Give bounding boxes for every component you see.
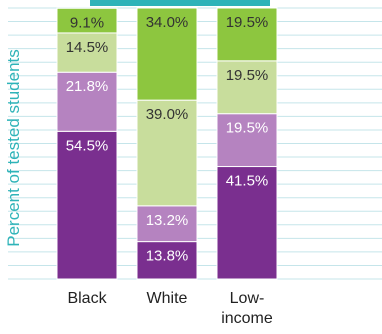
bar-segment [216, 113, 278, 168]
bar-segment [56, 130, 118, 280]
bar-value-label: 13.8% [146, 248, 189, 265]
bar-value-label: 39.0% [146, 106, 189, 123]
x-tick-labels: Black White Low-income [67, 290, 272, 327]
x-tick-label: Black [67, 290, 107, 307]
title-fragment [90, 0, 270, 6]
bar-segment [216, 7, 278, 62]
bar-value-label: 41.5% [226, 173, 269, 190]
bar-value-label: 9.1% [70, 14, 104, 31]
bars [56, 7, 278, 280]
bar-segment [136, 205, 198, 243]
bar-value-label: 21.8% [66, 78, 109, 95]
bar-value-label: 19.5% [226, 67, 269, 84]
bar-value-label: 13.2% [146, 212, 189, 229]
x-tick-label: Low-income [221, 290, 273, 327]
x-tick-label: White [147, 290, 188, 307]
bar-segment [136, 99, 198, 207]
bar-segment [56, 71, 118, 132]
bar-value-label: 54.5% [66, 137, 109, 154]
bar-segment [136, 241, 198, 280]
bar-segment [216, 166, 278, 280]
bar-value-label: 14.5% [66, 39, 109, 56]
bar-value-label: 34.0% [146, 14, 189, 31]
bar-segment [136, 7, 198, 101]
bar-labels: 54.5% 21.8% 14.5% 9.1% 13.8% 13.2% 39.0% 34.0% 4… [66, 14, 269, 265]
bar-value-label: 19.5% [226, 14, 269, 31]
y-axis-label: Percent of tested students [4, 49, 23, 247]
bar-value-label: 19.5% [226, 120, 269, 137]
bar-segment [56, 7, 118, 34]
cropped-title-fragment [90, 0, 270, 6]
